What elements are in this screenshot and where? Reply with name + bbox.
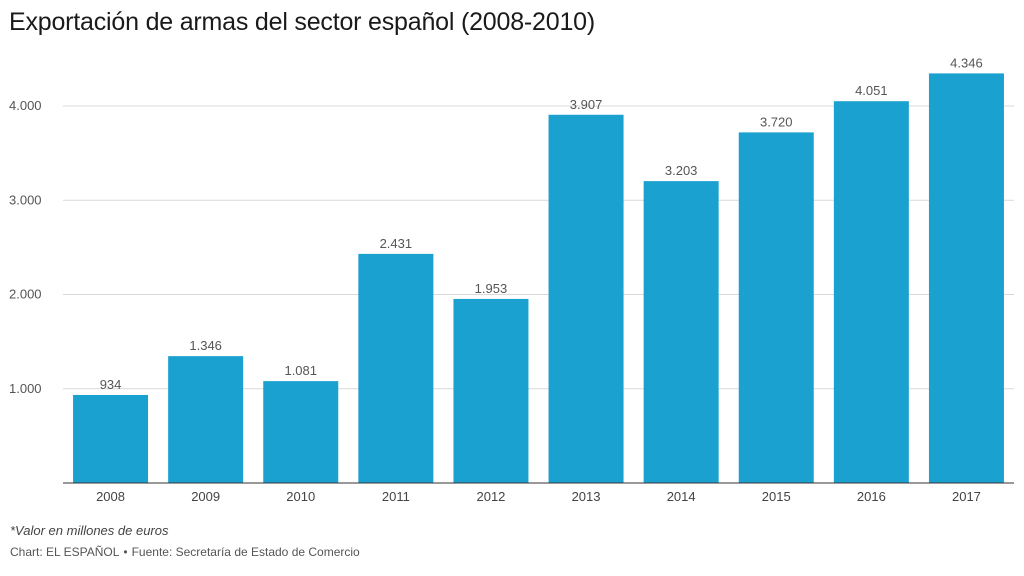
value-label: 934 — [100, 377, 122, 392]
chart-credit: Chart: EL ESPAÑOL — [10, 545, 120, 559]
value-label: 3.907 — [570, 97, 603, 112]
y-tick-label: 2.000 — [9, 287, 42, 302]
bar-2009 — [168, 356, 244, 483]
value-label: 1.346 — [189, 338, 222, 353]
credits: Chart: EL ESPAÑOL • Fuente: Secretaría de … — [10, 545, 360, 559]
y-axis-tick-labels: 1.000 2.000 3.000 4.000 — [9, 98, 42, 396]
x-tick-label: 2008 — [96, 489, 125, 504]
bar-2011 — [358, 253, 434, 483]
value-label: 1.081 — [284, 363, 317, 378]
x-tick-label: 2010 — [286, 489, 315, 504]
bar-2010 — [263, 381, 339, 483]
y-tick-label: 4.000 — [9, 98, 42, 113]
x-tick-label: 2017 — [952, 489, 981, 504]
value-label: 3.720 — [760, 114, 793, 129]
value-label: 4.051 — [855, 83, 888, 98]
bar-2017 — [928, 73, 1004, 484]
value-label: 3.203 — [665, 163, 698, 178]
x-tick-label: 2013 — [572, 489, 601, 504]
chart-title: Exportación de armas del sector español … — [9, 8, 595, 36]
y-tick-label: 1.000 — [9, 381, 42, 396]
source-credit: Fuente: Secretaría de Estado de Comercio — [131, 545, 360, 559]
value-labels: 934 1.346 1.081 2.431 1.953 3.907 3.203 3.720 4.… — [100, 55, 983, 392]
x-tick-label: 2012 — [476, 489, 505, 504]
bar-2012 — [453, 298, 529, 483]
x-tick-label: 2009 — [191, 489, 220, 504]
bar-2013 — [548, 114, 624, 483]
y-tick-label: 3.000 — [9, 192, 42, 207]
x-tick-label: 2015 — [762, 489, 791, 504]
x-axis-tick-labels: 2008 2009 2010 2011 2012 2013 2014 2015 2016 2017 — [96, 489, 981, 504]
x-tick-label: 2014 — [667, 489, 696, 504]
bars — [73, 73, 1004, 484]
x-tick-label: 2016 — [857, 489, 886, 504]
bar-2016 — [833, 101, 909, 484]
credit-separator: • — [123, 545, 128, 559]
value-label: 4.346 — [950, 55, 983, 70]
value-label: 1.953 — [475, 281, 508, 296]
bar-chart: 1.000 2.000 3.000 4.000 934 1.346 1.081 2.431 1… — [9, 55, 1014, 504]
bar-2008 — [73, 394, 149, 483]
footnote: *Valor en millones de euros — [10, 523, 169, 538]
bar-2014 — [643, 181, 719, 483]
bar-2015 — [738, 132, 814, 483]
value-label: 2.431 — [380, 236, 413, 251]
x-tick-label: 2011 — [382, 489, 410, 504]
